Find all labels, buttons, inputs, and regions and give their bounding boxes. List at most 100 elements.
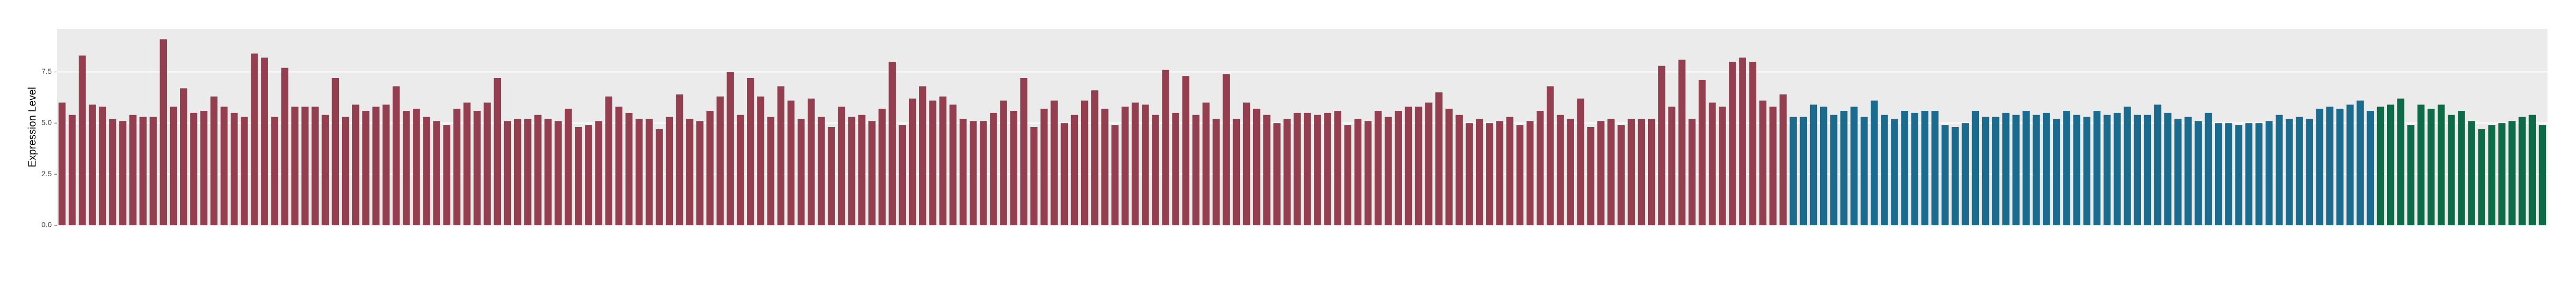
bar: [514, 119, 522, 225]
bar: [1182, 76, 1190, 225]
bar: [1415, 107, 1423, 225]
bar: [392, 86, 400, 225]
bar: [696, 121, 704, 225]
bar: [1729, 62, 1736, 225]
bar: [1577, 98, 1585, 225]
bar: [2478, 129, 2486, 225]
bar: [1334, 111, 1341, 225]
bar: [2488, 125, 2496, 225]
bar: [969, 121, 977, 225]
bar: [767, 117, 774, 225]
bar: [2387, 104, 2394, 225]
bar: [1840, 111, 1848, 225]
bar: [1810, 104, 1817, 225]
bar: [1830, 114, 1838, 225]
bar: [615, 107, 623, 225]
bar: [494, 78, 501, 225]
bar: [1992, 117, 2000, 225]
bar: [423, 117, 430, 225]
bar: [1465, 123, 1473, 225]
bar: [271, 117, 279, 225]
bar: [1071, 114, 1078, 225]
bar: [261, 58, 268, 225]
bar: [908, 98, 916, 225]
bar: [524, 119, 532, 225]
bar: [119, 121, 127, 225]
bar: [2104, 114, 2111, 225]
bar: [1000, 100, 1007, 225]
bar: [1405, 107, 1413, 225]
bar: [949, 104, 957, 225]
bar: [1891, 119, 1898, 225]
bar: [838, 107, 846, 225]
bar: [109, 119, 117, 225]
bar: [230, 112, 238, 225]
bar: [1597, 121, 1605, 225]
bar: [1395, 111, 1402, 225]
bar: [2427, 109, 2435, 225]
bar: [2134, 114, 2141, 225]
bar: [1688, 119, 1696, 225]
bar: [1213, 119, 1220, 225]
bar: [301, 107, 309, 225]
bar: [473, 111, 481, 225]
bar: [2528, 114, 2536, 225]
bar: [1870, 100, 1878, 225]
bar: [241, 117, 248, 225]
bar: [69, 114, 76, 225]
bar: [1081, 100, 1088, 225]
bar: [2255, 123, 2263, 225]
bar: [2468, 121, 2475, 225]
bar: [1982, 117, 1990, 225]
bar: [2316, 109, 2324, 225]
bar: [1293, 112, 1301, 225]
bar: [2174, 119, 2182, 225]
bar: [190, 112, 197, 225]
bar: [1567, 119, 1574, 225]
bar: [1243, 102, 1251, 225]
bar: [1475, 119, 1483, 225]
bar: [1111, 125, 1119, 225]
bar: [1769, 107, 1777, 225]
bar: [888, 62, 896, 225]
bar: [463, 102, 471, 225]
bar: [736, 114, 744, 225]
bar: [281, 68, 289, 225]
bar: [220, 107, 228, 225]
bar: [1375, 111, 1382, 225]
bar: [686, 119, 694, 225]
bar: [625, 112, 633, 225]
bar: [1860, 117, 1868, 225]
bar: [433, 121, 440, 225]
bar: [2336, 109, 2344, 225]
bar: [1972, 111, 1980, 225]
bar: [210, 96, 217, 225]
bar: [200, 111, 207, 225]
y-axis-label: Expression Level: [26, 87, 38, 167]
bar: [1101, 109, 1109, 225]
bar: [2376, 107, 2384, 225]
bar: [574, 127, 582, 225]
bar: [58, 102, 66, 225]
bar: [1091, 90, 1098, 225]
bar: [1668, 107, 1675, 225]
bar: [443, 125, 451, 225]
bar: [2508, 121, 2516, 225]
bar: [159, 39, 167, 225]
bar: [332, 78, 339, 225]
bar: [372, 107, 380, 225]
bar: [1820, 107, 1827, 225]
bar: [2093, 111, 2101, 225]
bar: [79, 55, 86, 225]
bar: [2083, 117, 2091, 225]
bar: [2235, 125, 2242, 225]
bar: [1131, 102, 1139, 225]
bar: [666, 117, 674, 225]
bar: [777, 86, 785, 225]
bar: [1587, 127, 1595, 225]
bar: [1800, 117, 1807, 225]
bar: [919, 86, 926, 225]
bar: [656, 129, 663, 225]
bar: [534, 114, 542, 225]
bar: [1202, 102, 1210, 225]
